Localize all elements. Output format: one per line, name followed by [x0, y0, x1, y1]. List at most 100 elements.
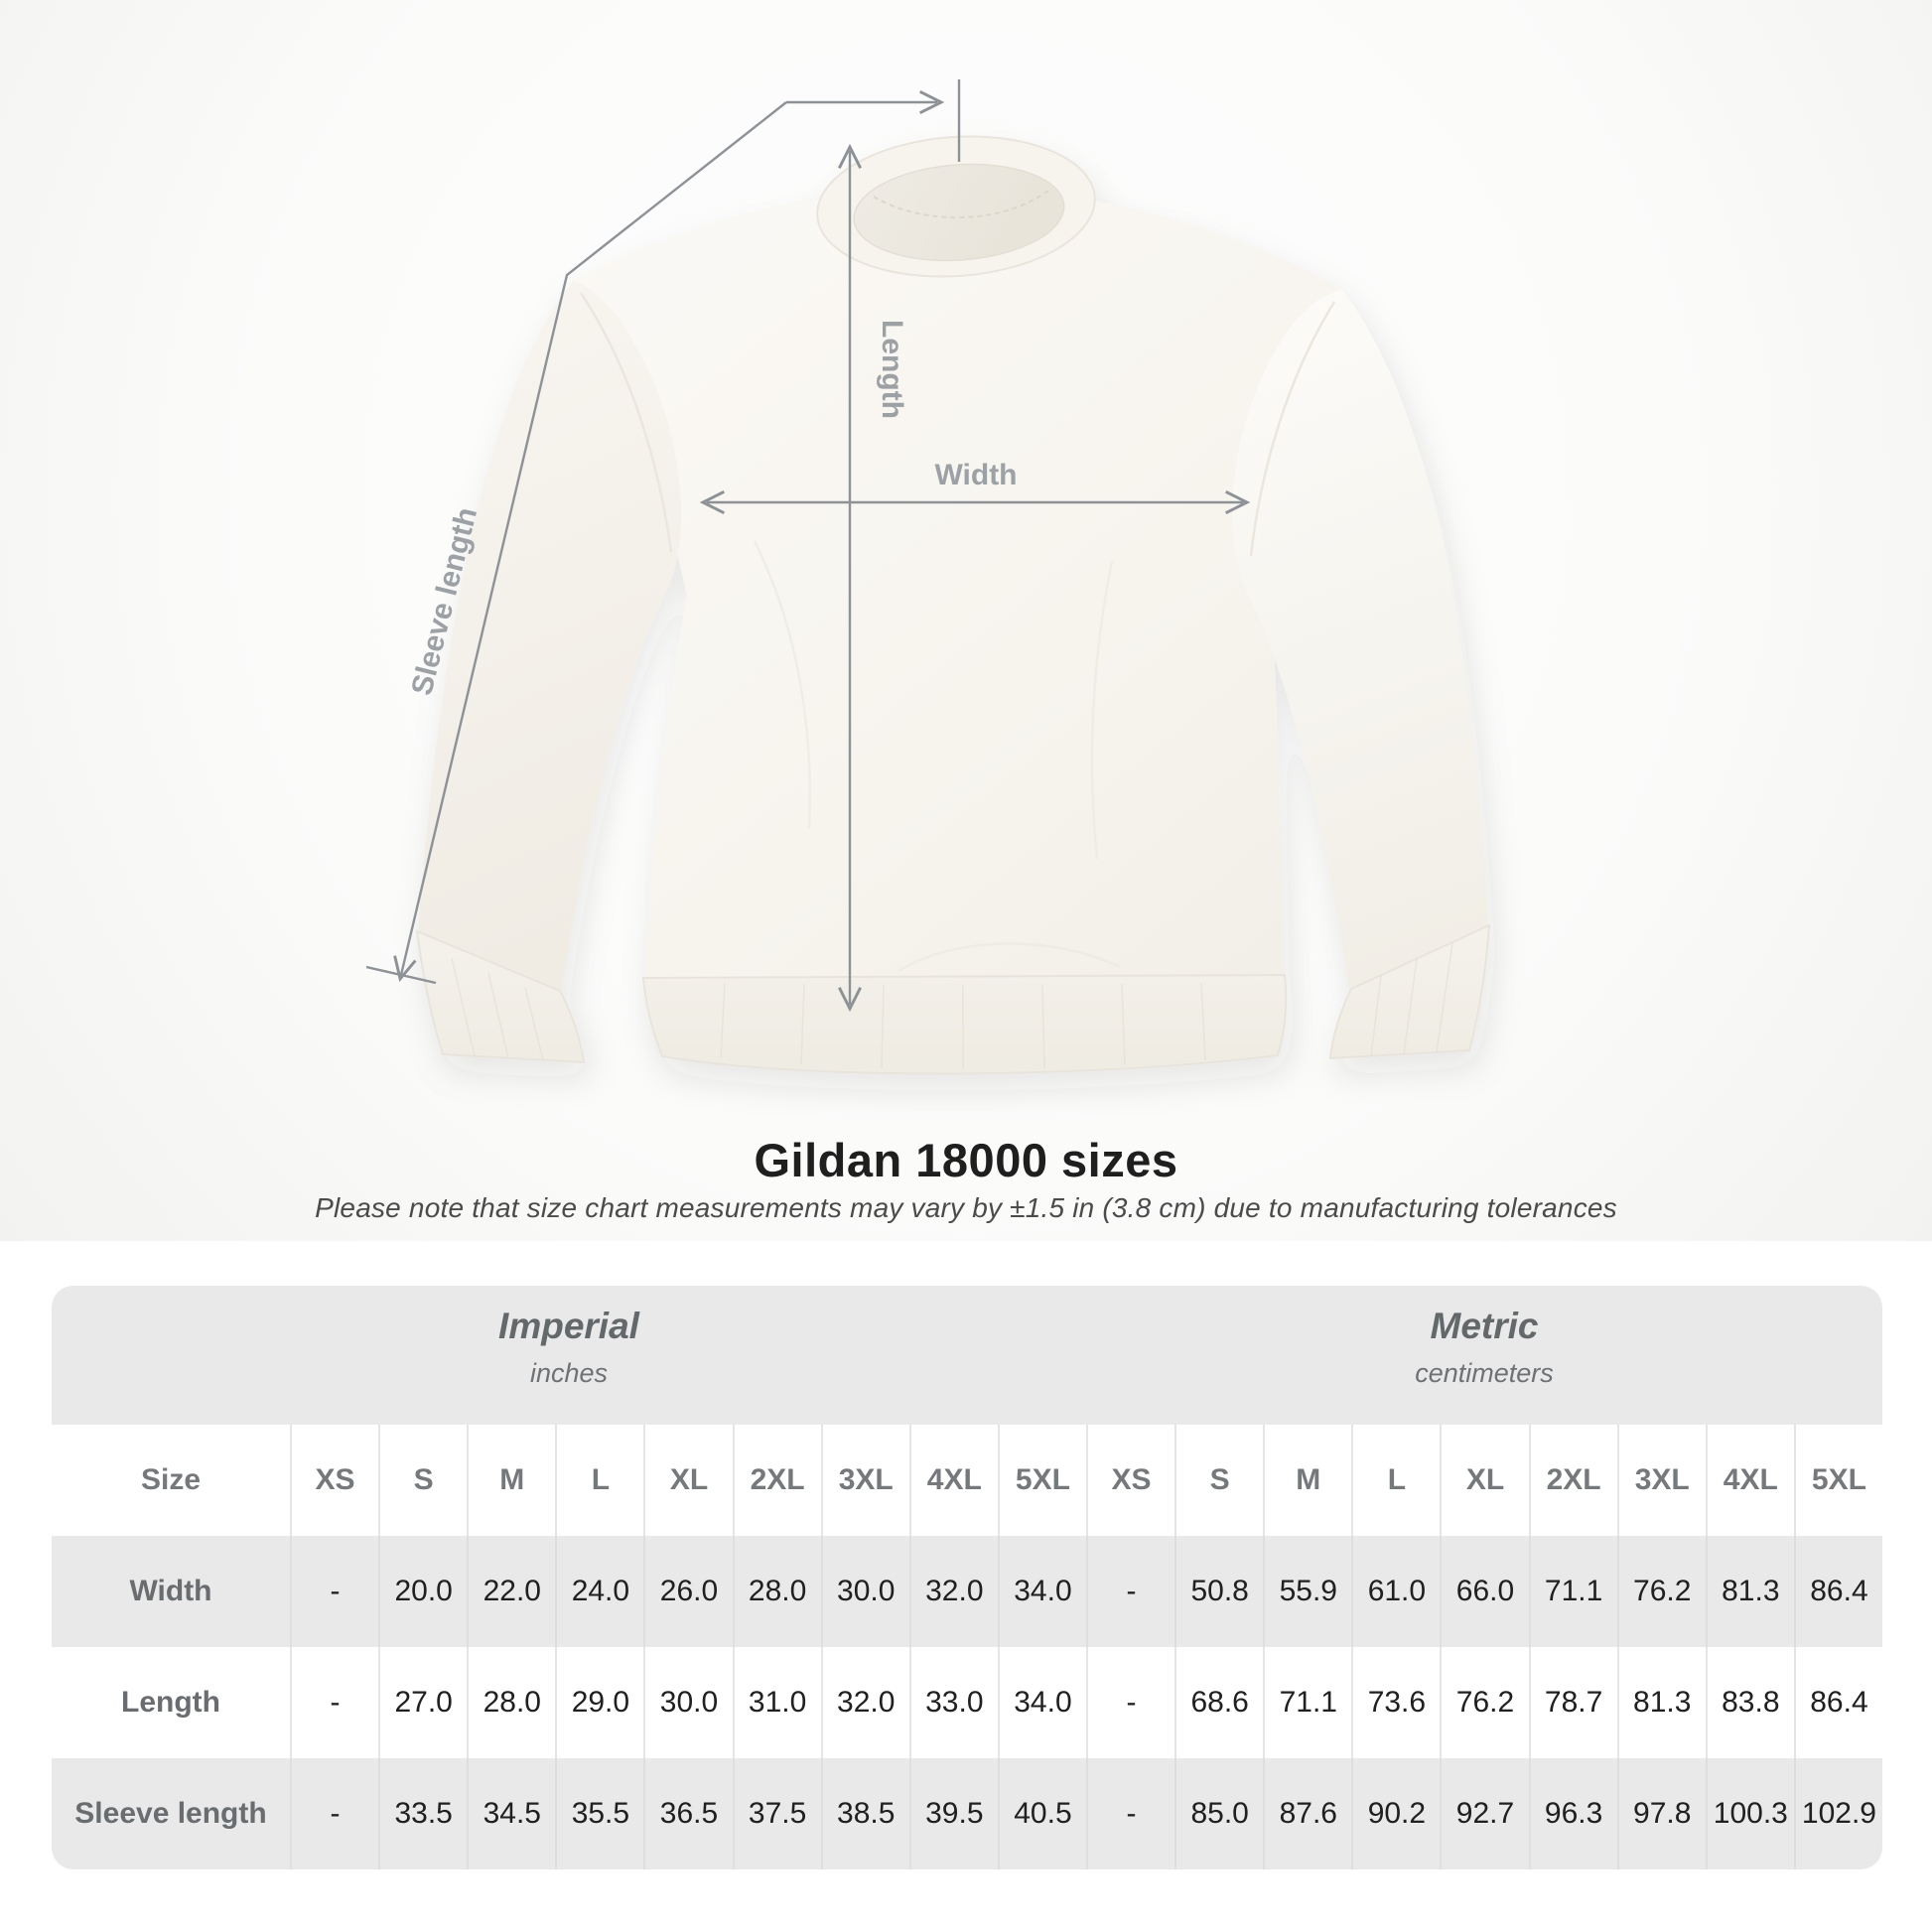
size-col-header: S [378, 1425, 468, 1536]
sweatshirt-illustration [415, 135, 1491, 1075]
size-col-header: 3XL [1616, 1425, 1706, 1536]
table-cell: 37.5 [732, 1758, 821, 1869]
table-cell: 73.6 [1351, 1647, 1441, 1758]
imperial-unit: inches [529, 1358, 609, 1388]
size-col-header: L [1351, 1425, 1441, 1536]
table-cell: 32.0 [820, 1647, 909, 1758]
table-cell: 29.0 [555, 1647, 644, 1758]
metric-title: Metric [1430, 1306, 1539, 1346]
table-cell: 28.0 [467, 1647, 556, 1758]
back-neck-stitch [873, 190, 1049, 218]
table-row-label: Sleeve length [52, 1758, 290, 1869]
rib-texture [451, 942, 1453, 1069]
size-col-header: M [467, 1425, 556, 1536]
table-cell: 86.4 [1793, 1536, 1882, 1647]
table-cell: 102.9 [1793, 1758, 1882, 1869]
size-col-header: 5XL [1793, 1425, 1882, 1536]
table-cell: 38.5 [820, 1758, 909, 1869]
metric-header: Metric centimeters [1086, 1286, 1882, 1425]
table-cell: - [290, 1758, 379, 1869]
table-cell: 34.0 [997, 1536, 1086, 1647]
table-cell: 85.0 [1174, 1758, 1264, 1869]
table-cell: 40.5 [997, 1758, 1086, 1869]
sleeve-length-arrow [393, 101, 787, 983]
table-cell: 24.0 [555, 1536, 644, 1647]
table-cell: 81.3 [1705, 1536, 1794, 1647]
table-cell: 76.2 [1440, 1647, 1529, 1758]
size-col-header: 4XL [1705, 1425, 1794, 1536]
table-cell: 81.3 [1616, 1647, 1706, 1758]
table-cell: 92.7 [1440, 1758, 1529, 1869]
sweatshirt-left-sleeve [418, 280, 682, 995]
table-cell: 33.0 [908, 1647, 998, 1758]
imperial-header: Imperial inches [52, 1286, 1086, 1425]
size-col-header: 3XL [820, 1425, 909, 1536]
sweatshirt-left-cuff [415, 929, 586, 1064]
size-col-header: XL [643, 1425, 733, 1536]
table-cell: 35.5 [555, 1758, 644, 1869]
table-cell: 34.5 [467, 1758, 556, 1869]
table-row-label: Length [52, 1647, 290, 1758]
table-cell: 39.5 [908, 1758, 998, 1869]
imperial-title: Imperial [498, 1306, 639, 1346]
size-col-header: 4XL [908, 1425, 998, 1536]
table-cell: 34.0 [997, 1647, 1086, 1758]
table-cell: - [1086, 1647, 1175, 1758]
size-col-header: L [555, 1425, 644, 1536]
table-cell: 61.0 [1351, 1536, 1441, 1647]
table-cell: 96.3 [1528, 1758, 1617, 1869]
size-col-header: XS [1086, 1425, 1175, 1536]
table-cell: 86.4 [1793, 1647, 1882, 1758]
table-cell: 32.0 [908, 1536, 998, 1647]
size-col-header: XS [290, 1425, 379, 1536]
table-cell: 66.0 [1440, 1536, 1529, 1647]
measurement-lines [365, 79, 1251, 1013]
tolerance-note: Please note that size chart measurements… [315, 1192, 1617, 1223]
table-cell: 100.3 [1705, 1758, 1794, 1869]
table-cell: 28.0 [732, 1536, 821, 1647]
table-cell: 26.0 [643, 1536, 733, 1647]
size-column-header: Size [52, 1425, 290, 1536]
size-col-header: XL [1440, 1425, 1529, 1536]
length-label: Length [876, 320, 908, 419]
table-cell: 71.1 [1263, 1647, 1352, 1758]
size-col-header: S [1174, 1425, 1264, 1536]
page-title: Gildan 18000 sizes [754, 1134, 1178, 1186]
table-cell: 31.0 [732, 1647, 821, 1758]
sweatshirt-body [574, 195, 1342, 982]
table-cell: 36.5 [643, 1758, 733, 1869]
collar [816, 135, 1096, 278]
size-col-header: 5XL [997, 1425, 1086, 1536]
sweatshirt-right-sleeve [1232, 290, 1488, 992]
table-cell: 87.6 [1263, 1758, 1352, 1869]
table-cell: 30.0 [820, 1536, 909, 1647]
table-cell: 30.0 [643, 1647, 733, 1758]
table-cell: - [290, 1647, 379, 1758]
table-cell: 78.7 [1528, 1647, 1617, 1758]
table-cell: 68.6 [1174, 1647, 1264, 1758]
metric-unit: centimeters [1415, 1358, 1554, 1388]
sweatshirt-size-diagram: Width Length Sleeve length [0, 0, 1932, 1241]
table-cell: 71.1 [1528, 1536, 1617, 1647]
table-cell: 76.2 [1616, 1536, 1706, 1647]
table-cell: 97.8 [1616, 1758, 1706, 1869]
table-cell: 83.8 [1705, 1647, 1794, 1758]
size-col-header: 2XL [732, 1425, 821, 1536]
table-cell: 22.0 [467, 1536, 556, 1647]
table-cell: 90.2 [1351, 1758, 1441, 1869]
seam-lines [579, 292, 1336, 973]
table-cell: 33.5 [378, 1758, 468, 1869]
table-row-label: Width [52, 1536, 290, 1647]
sweatshirt-hem-band [641, 973, 1288, 1075]
size-col-header: 2XL [1528, 1425, 1617, 1536]
table-cell: 50.8 [1174, 1536, 1264, 1647]
width-label: Width [934, 459, 1017, 491]
size-col-header: M [1263, 1425, 1352, 1536]
sleeve-end-tick [365, 965, 437, 985]
size-table: Imperial inches Metric centimeters Size … [52, 1286, 1882, 1869]
table-cell: - [1086, 1536, 1175, 1647]
table-cell: 55.9 [1263, 1536, 1352, 1647]
table-cell: - [1086, 1758, 1175, 1869]
table-cell: 27.0 [378, 1647, 468, 1758]
table-cell: 20.0 [378, 1536, 468, 1647]
